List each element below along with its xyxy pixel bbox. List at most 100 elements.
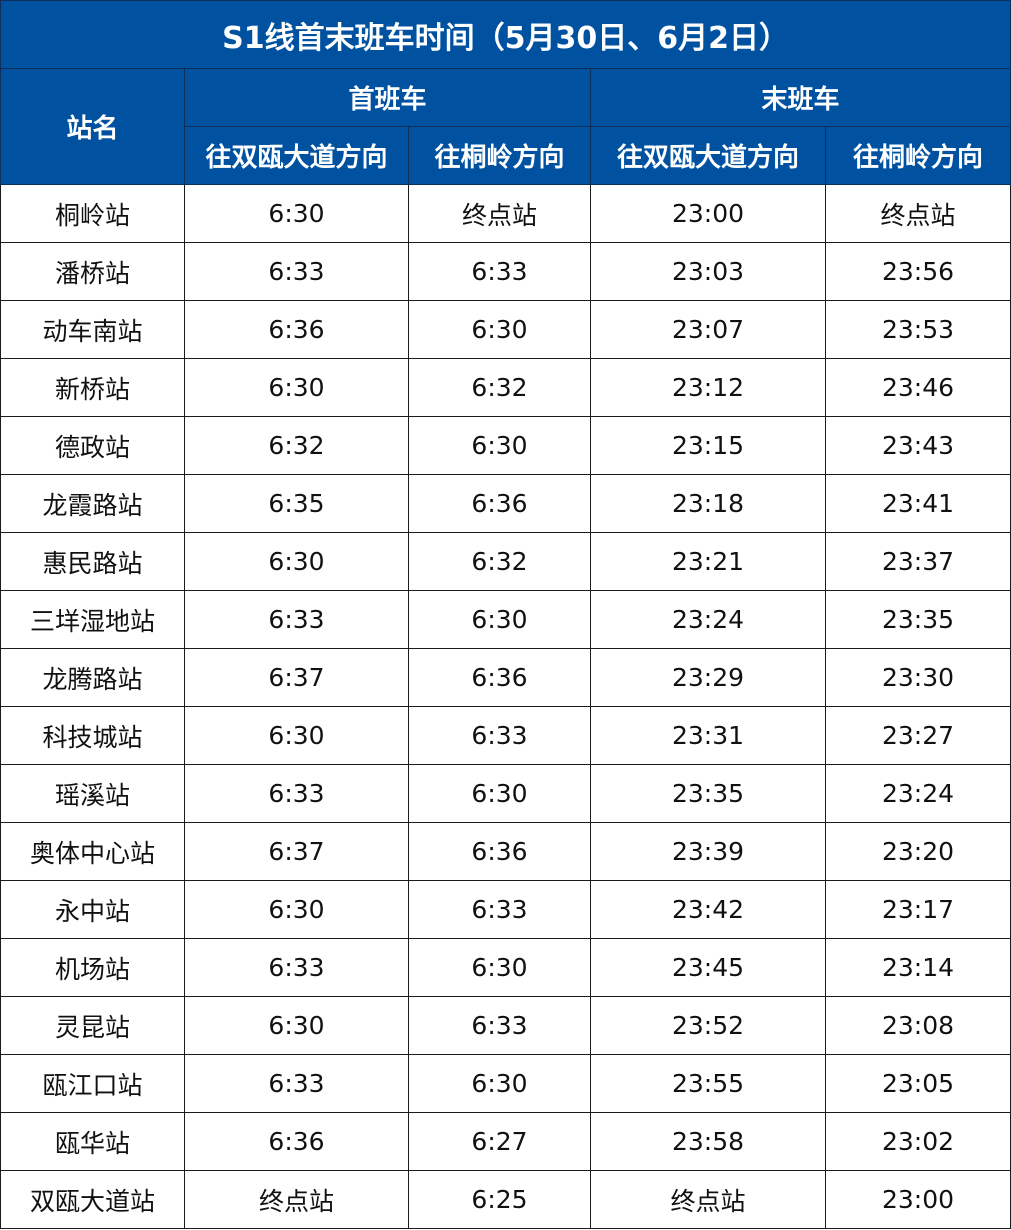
first-to-shuangou-cell: 6:36 [184, 1112, 409, 1171]
table-row: 永中站 6:30 6:33 23:42 23:17 [0, 880, 1011, 939]
station-name-cell: 瓯江口站 [0, 1054, 185, 1113]
station-name-cell: 动车南站 [0, 300, 185, 359]
last-to-tongling-cell: 23:17 [824, 880, 1011, 939]
first-train-dir-tongling-header: 往桐岭方向 [408, 126, 591, 185]
last-to-tongling-cell: 23:14 [824, 938, 1011, 997]
last-to-shuangou-cell: 23:03 [590, 242, 826, 301]
table-row: 奥体中心站 6:37 6:36 23:39 23:20 [0, 822, 1011, 881]
first-to-tongling-cell: 6:32 [408, 532, 591, 591]
first-to-tongling-cell: 6:36 [408, 474, 591, 533]
station-name-cell: 惠民路站 [0, 532, 185, 591]
table-row: 瓯江口站 6:33 6:30 23:55 23:05 [0, 1054, 1011, 1113]
first-to-shuangou-cell: 6:30 [184, 880, 409, 939]
station-name-cell: 奥体中心站 [0, 822, 185, 881]
table-row: 双瓯大道站 终点站 6:25 终点站 23:00 [0, 1170, 1011, 1229]
station-name-cell: 龙腾路站 [0, 648, 185, 707]
first-to-tongling-cell: 6:30 [408, 416, 591, 475]
last-to-tongling-cell: 23:43 [824, 416, 1011, 475]
first-to-shuangou-cell: 6:33 [184, 590, 409, 649]
last-to-shuangou-cell: 23:45 [590, 938, 826, 997]
last-to-tongling-cell: 23:46 [824, 358, 1011, 417]
first-to-shuangou-cell: 6:36 [184, 300, 409, 359]
last-train-dir-shuangou-header: 往双瓯大道方向 [590, 126, 826, 185]
station-name-cell: 永中站 [0, 880, 185, 939]
first-to-shuangou-cell: 6:30 [184, 532, 409, 591]
last-to-shuangou-cell: 23:39 [590, 822, 826, 881]
last-to-tongling-cell: 23:20 [824, 822, 1011, 881]
table-row: 动车南站 6:36 6:30 23:07 23:53 [0, 300, 1011, 359]
last-to-shuangou-cell: 23:18 [590, 474, 826, 533]
last-to-tongling-cell: 23:41 [824, 474, 1011, 533]
last-to-tongling-cell: 终点站 [824, 184, 1011, 243]
table-row: 科技城站 6:30 6:33 23:31 23:27 [0, 706, 1011, 765]
last-train-dir-tongling-header: 往桐岭方向 [824, 126, 1011, 185]
table-row: 三垟湿地站 6:33 6:30 23:24 23:35 [0, 590, 1011, 649]
station-name-cell: 龙霞路站 [0, 474, 185, 533]
last-to-shuangou-cell: 23:52 [590, 996, 826, 1055]
last-to-tongling-cell: 23:24 [824, 764, 1011, 823]
first-to-tongling-cell: 6:30 [408, 300, 591, 359]
table-row: 德政站 6:32 6:30 23:15 23:43 [0, 416, 1011, 475]
first-train-dir-shuangou-header: 往双瓯大道方向 [184, 126, 409, 185]
table-row: 机场站 6:33 6:30 23:45 23:14 [0, 938, 1011, 997]
last-to-shuangou-cell: 23:35 [590, 764, 826, 823]
station-column-header: 站名 [0, 68, 185, 185]
last-to-shuangou-cell: 23:42 [590, 880, 826, 939]
last-to-tongling-cell: 23:27 [824, 706, 1011, 765]
table-row: 瑶溪站 6:33 6:30 23:35 23:24 [0, 764, 1011, 823]
station-name-cell: 瑶溪站 [0, 764, 185, 823]
first-to-tongling-cell: 6:25 [408, 1170, 591, 1229]
table-row: 龙腾路站 6:37 6:36 23:29 23:30 [0, 648, 1011, 707]
first-to-tongling-cell: 6:32 [408, 358, 591, 417]
first-to-shuangou-cell: 6:37 [184, 648, 409, 707]
last-to-tongling-cell: 23:56 [824, 242, 1011, 301]
first-to-tongling-cell: 6:33 [408, 880, 591, 939]
station-name-cell: 科技城站 [0, 706, 185, 765]
first-to-shuangou-cell: 6:33 [184, 1054, 409, 1113]
timetable-body: 桐岭站 6:30 终点站 23:00 终点站 潘桥站 6:33 6:33 23:… [0, 184, 1011, 1229]
table-row: 灵昆站 6:30 6:33 23:52 23:08 [0, 996, 1011, 1055]
first-to-shuangou-cell: 终点站 [184, 1170, 409, 1229]
first-to-shuangou-cell: 6:30 [184, 706, 409, 765]
table-row: 惠民路站 6:30 6:32 23:21 23:37 [0, 532, 1011, 591]
first-to-tongling-cell: 6:30 [408, 938, 591, 997]
first-to-tongling-cell: 6:33 [408, 996, 591, 1055]
last-to-tongling-cell: 23:08 [824, 996, 1011, 1055]
first-to-tongling-cell: 6:33 [408, 706, 591, 765]
station-name-cell: 灵昆站 [0, 996, 185, 1055]
first-to-tongling-cell: 6:33 [408, 242, 591, 301]
table-row: 潘桥站 6:33 6:33 23:03 23:56 [0, 242, 1011, 301]
table-row: 桐岭站 6:30 终点站 23:00 终点站 [0, 184, 1011, 243]
last-to-shuangou-cell: 23:24 [590, 590, 826, 649]
table-row: 龙霞路站 6:35 6:36 23:18 23:41 [0, 474, 1011, 533]
station-name-cell: 瓯华站 [0, 1112, 185, 1171]
last-to-tongling-cell: 23:53 [824, 300, 1011, 359]
first-to-shuangou-cell: 6:33 [184, 938, 409, 997]
station-name-cell: 德政站 [0, 416, 185, 475]
first-to-tongling-cell: 6:30 [408, 590, 591, 649]
last-train-header: 末班车 [589, 68, 1011, 127]
table-row: 瓯华站 6:36 6:27 23:58 23:02 [0, 1112, 1011, 1171]
last-to-tongling-cell: 23:35 [824, 590, 1011, 649]
last-to-shuangou-cell: 23:21 [590, 532, 826, 591]
last-to-shuangou-cell: 终点站 [590, 1170, 826, 1229]
first-to-tongling-cell: 6:30 [408, 1054, 591, 1113]
last-to-shuangou-cell: 23:31 [590, 706, 826, 765]
first-to-tongling-cell: 6:36 [408, 822, 591, 881]
first-to-shuangou-cell: 6:32 [184, 416, 409, 475]
first-to-tongling-cell: 6:30 [408, 764, 591, 823]
station-name-cell: 新桥站 [0, 358, 185, 417]
last-to-shuangou-cell: 23:00 [590, 184, 826, 243]
first-to-shuangou-cell: 6:30 [184, 996, 409, 1055]
station-name-cell: 双瓯大道站 [0, 1170, 185, 1229]
first-to-tongling-cell: 终点站 [408, 184, 591, 243]
last-to-tongling-cell: 23:02 [824, 1112, 1011, 1171]
first-to-shuangou-cell: 6:30 [184, 184, 409, 243]
station-name-cell: 桐岭站 [0, 184, 185, 243]
last-to-tongling-cell: 23:05 [824, 1054, 1011, 1113]
last-to-shuangou-cell: 23:29 [590, 648, 826, 707]
station-name-cell: 机场站 [0, 938, 185, 997]
first-to-tongling-cell: 6:27 [408, 1112, 591, 1171]
last-to-shuangou-cell: 23:12 [590, 358, 826, 417]
